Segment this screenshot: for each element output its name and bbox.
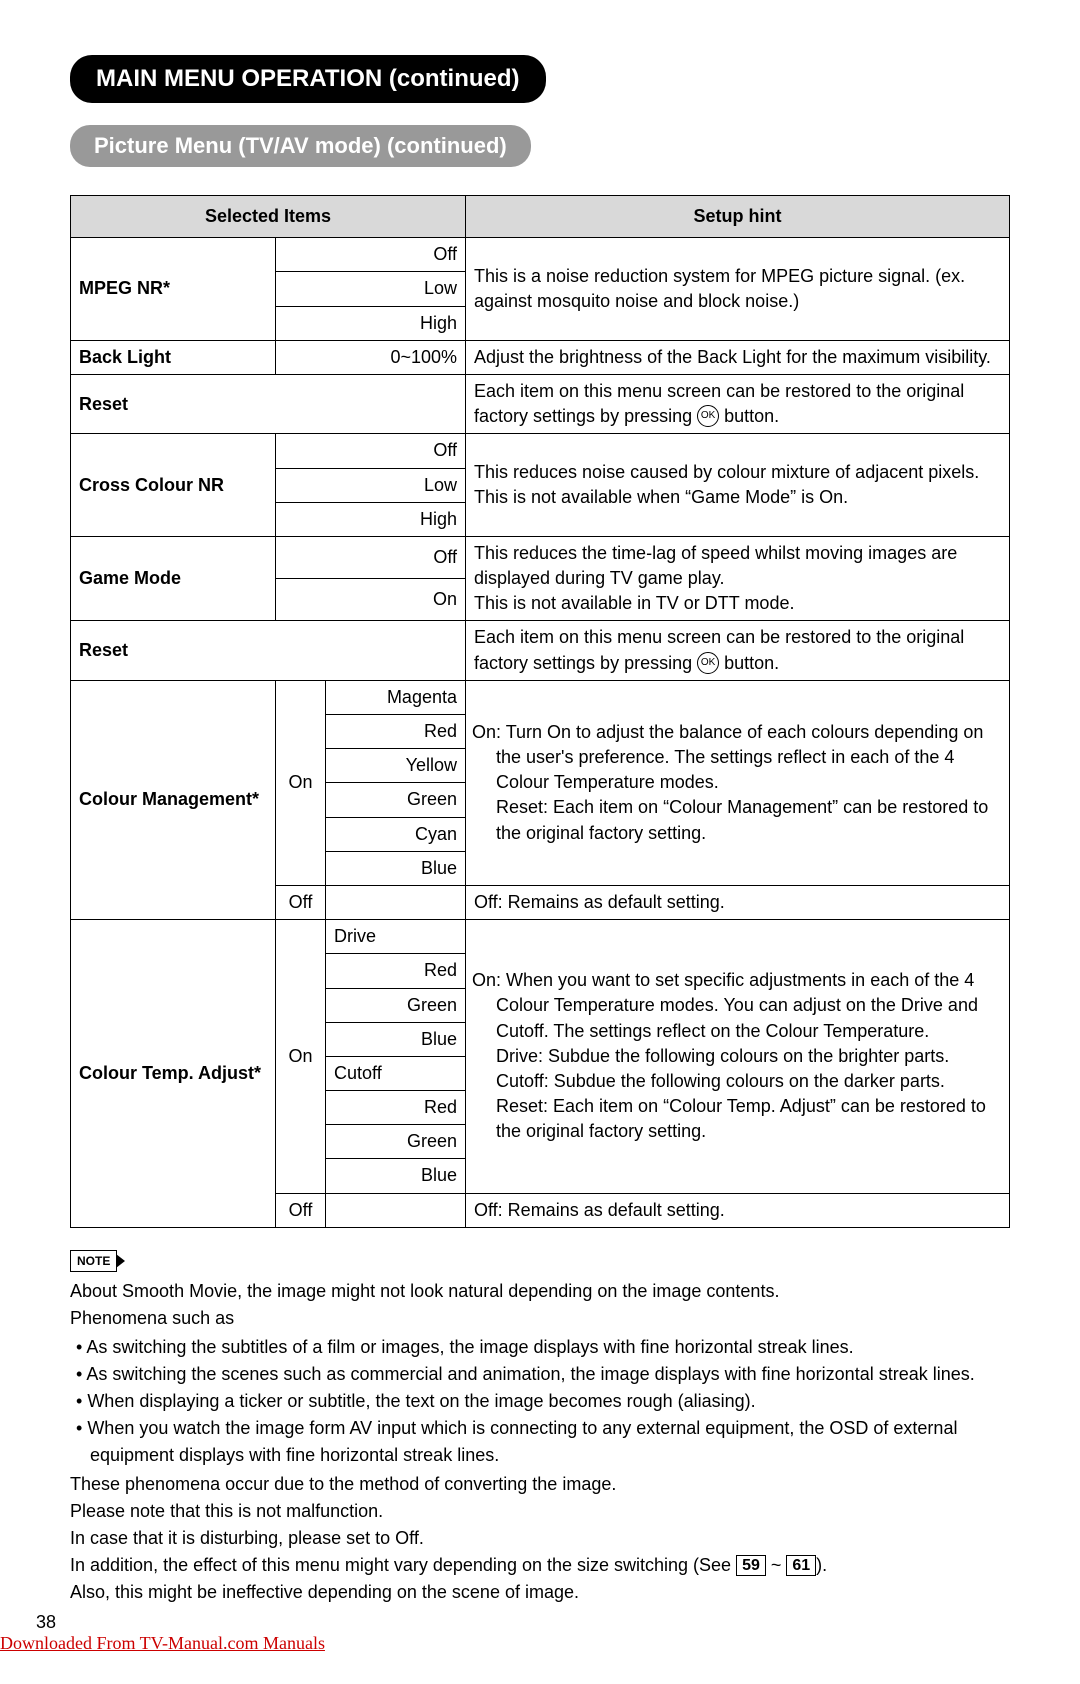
main-title: MAIN MENU OPERATION (continued) bbox=[70, 55, 546, 103]
sub-title: Picture Menu (TV/AV mode) (continued) bbox=[70, 125, 531, 167]
note-line: Phenomena such as bbox=[70, 1305, 1010, 1332]
note-line: These phenomena occur due to the method … bbox=[70, 1471, 1010, 1498]
text: ~ bbox=[766, 1555, 787, 1575]
mode-off: Off bbox=[276, 885, 326, 919]
item-mpeg-nr: MPEG NR* bbox=[71, 238, 276, 341]
page-number: 38 bbox=[36, 1612, 1010, 1633]
text: button. bbox=[719, 406, 779, 426]
text: In addition, the effect of this menu mig… bbox=[70, 1555, 736, 1575]
item-cross-colour: Cross Colour NR bbox=[71, 434, 276, 537]
item-reset: Reset bbox=[71, 374, 466, 433]
hint-reset1: Each item on this menu screen can be res… bbox=[466, 374, 1010, 433]
hint-cross-colour: This reduces noise caused by colour mixt… bbox=[466, 434, 1010, 537]
hint-colour-temp-on: On: When you want to set specific adjust… bbox=[466, 920, 1010, 1194]
opt: High bbox=[276, 306, 466, 340]
text: button. bbox=[719, 653, 779, 673]
opt: Low bbox=[276, 272, 466, 306]
hint-colour-mgmt-off: Off: Remains as default setting. bbox=[466, 885, 1010, 919]
note-bullet: When displaying a ticker or subtitle, th… bbox=[76, 1388, 1010, 1415]
page-ref: 59 bbox=[736, 1555, 766, 1576]
settings-table: Selected Items Setup hint MPEG NR* Off T… bbox=[70, 195, 1010, 1228]
colour: Blue bbox=[326, 851, 466, 885]
header-selected-items: Selected Items bbox=[71, 196, 466, 238]
val-back-light: 0~100% bbox=[276, 340, 466, 374]
opt: Off bbox=[276, 434, 466, 468]
opt: On bbox=[276, 579, 466, 621]
colour: Magenta bbox=[326, 680, 466, 714]
opt: Off bbox=[276, 238, 466, 272]
hint-game-mode: This reduces the time-lag of speed whils… bbox=[466, 536, 1010, 621]
group-cutoff: Cutoff bbox=[326, 1056, 466, 1090]
opt: Low bbox=[276, 468, 466, 502]
rgb: Red bbox=[326, 954, 466, 988]
colour: Red bbox=[326, 715, 466, 749]
page-ref: 61 bbox=[786, 1555, 816, 1576]
mode-off: Off bbox=[276, 1193, 326, 1227]
mode-on: On bbox=[276, 680, 326, 885]
colour: Yellow bbox=[326, 749, 466, 783]
mode-on: On bbox=[276, 920, 326, 1194]
rgb: Green bbox=[326, 1125, 466, 1159]
note-bullet: As switching the subtitles of a film or … bbox=[76, 1334, 1010, 1361]
item-game-mode: Game Mode bbox=[71, 536, 276, 621]
note-line: Please note that this is not malfunction… bbox=[70, 1498, 1010, 1525]
header-setup-hint: Setup hint bbox=[466, 196, 1010, 238]
group-drive: Drive bbox=[326, 920, 466, 954]
item-reset: Reset bbox=[71, 621, 466, 680]
text: ). bbox=[816, 1555, 827, 1575]
ok-icon: OK bbox=[697, 405, 719, 427]
note-line: Also, this might be ineffective dependin… bbox=[70, 1579, 1010, 1606]
hint-colour-temp-off: Off: Remains as default setting. bbox=[466, 1193, 1010, 1227]
opt: High bbox=[276, 502, 466, 536]
rgb: Green bbox=[326, 988, 466, 1022]
hint-reset2: Each item on this menu screen can be res… bbox=[466, 621, 1010, 680]
item-colour-temp: Colour Temp. Adjust* bbox=[71, 920, 276, 1228]
rgb: Red bbox=[326, 1091, 466, 1125]
note-line: In case that it is disturbing, please se… bbox=[70, 1525, 1010, 1552]
opt: Off bbox=[276, 536, 466, 578]
colour: Green bbox=[326, 783, 466, 817]
note-line: In addition, the effect of this menu mig… bbox=[70, 1552, 1010, 1579]
note-bullet: As switching the scenes such as commerci… bbox=[76, 1361, 1010, 1388]
ok-icon: OK bbox=[697, 652, 719, 674]
item-colour-mgmt: Colour Management* bbox=[71, 680, 276, 919]
rgb: Blue bbox=[326, 1159, 466, 1193]
note-label: NOTE bbox=[70, 1250, 117, 1272]
note-line: About Smooth Movie, the image might not … bbox=[70, 1278, 1010, 1305]
note-bullet: When you watch the image form AV input w… bbox=[76, 1415, 1010, 1469]
item-back-light: Back Light bbox=[71, 340, 276, 374]
hint-mpeg-nr: This is a noise reduction system for MPE… bbox=[466, 238, 1010, 341]
download-link[interactable]: Downloaded From TV-Manual.com Manuals bbox=[0, 1633, 325, 1653]
hint-colour-mgmt-on: On: Turn On to adjust the balance of eac… bbox=[466, 680, 1010, 885]
rgb: Blue bbox=[326, 1022, 466, 1056]
colour: Cyan bbox=[326, 817, 466, 851]
hint-back-light: Adjust the brightness of the Back Light … bbox=[466, 340, 1010, 374]
notes-section: NOTE About Smooth Movie, the image might… bbox=[70, 1246, 1010, 1606]
